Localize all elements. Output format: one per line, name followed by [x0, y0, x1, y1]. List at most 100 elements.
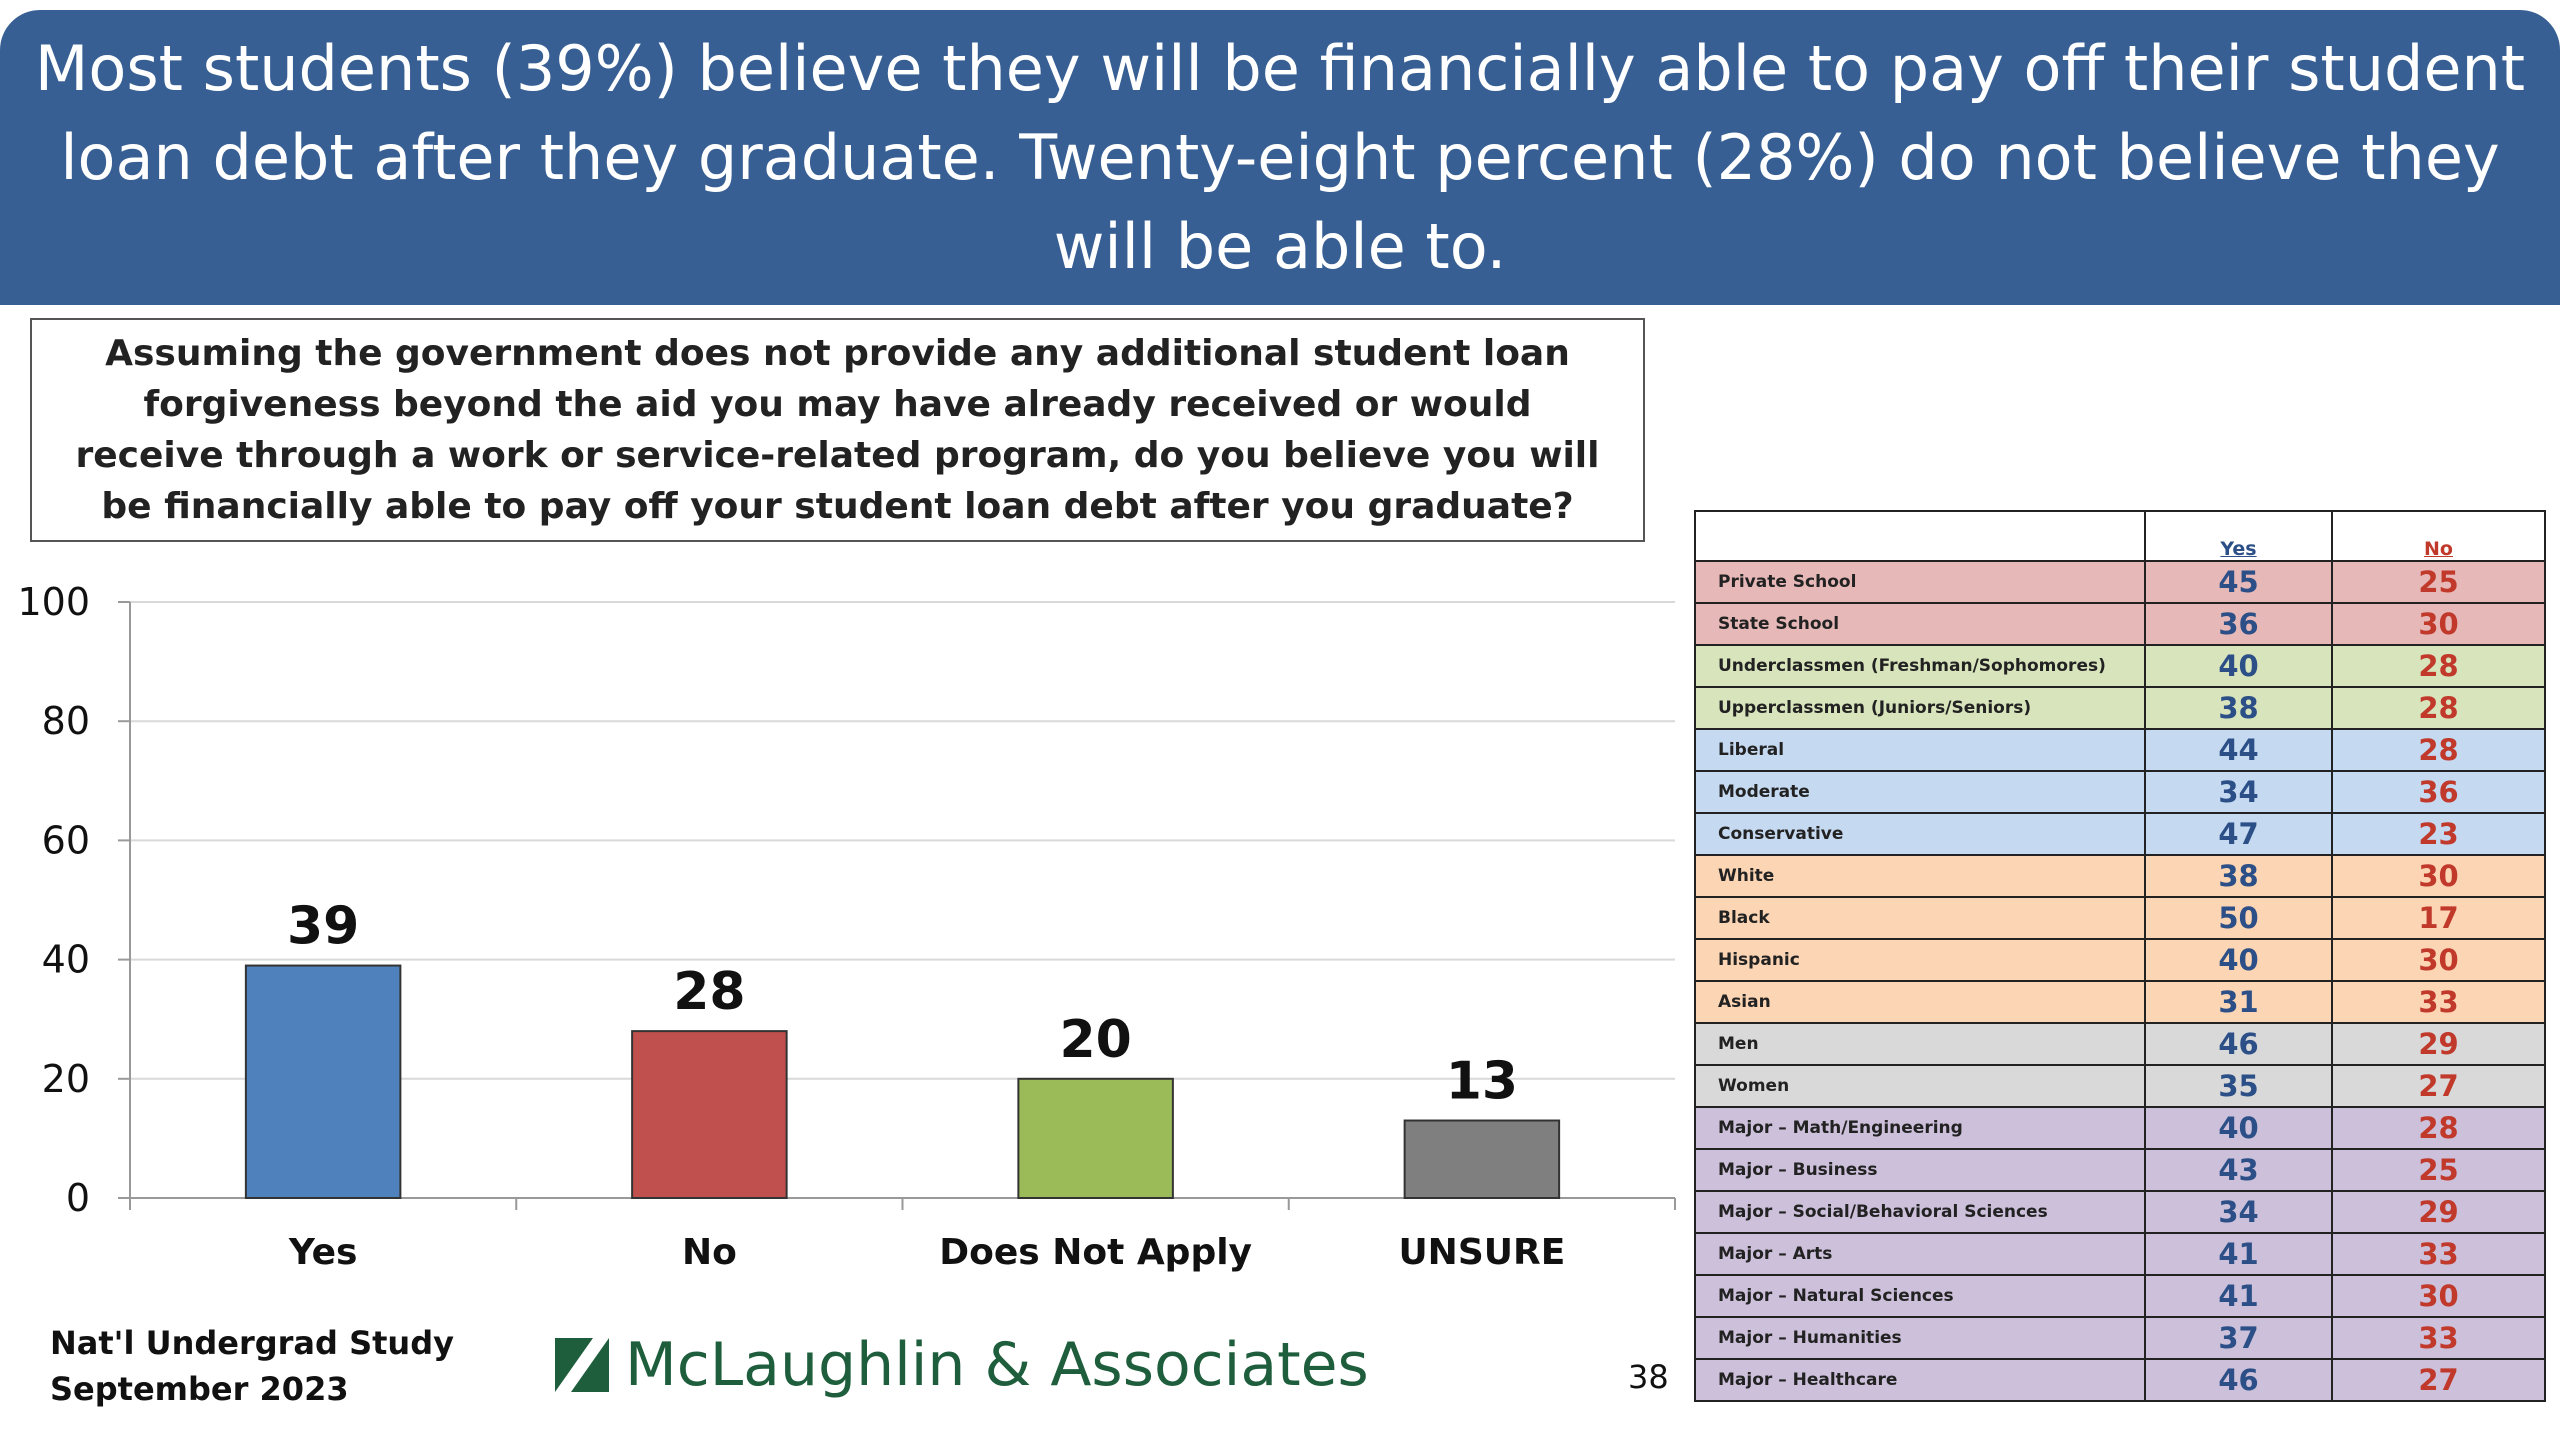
crosstab-row-label: Conservative: [1694, 812, 2146, 856]
crosstab-yes-value: 44: [2144, 728, 2333, 772]
logo-text: McLaughlin & Associates: [625, 1330, 1369, 1400]
study-date: September 2023: [50, 1370, 349, 1408]
crosstab-yes-value: 46: [2144, 1022, 2333, 1066]
crosstab-no-value: 30: [2331, 602, 2546, 646]
crosstab-row: Major – Social/Behavioral Sciences 34 29: [1694, 1190, 2546, 1234]
data-label: 39: [287, 897, 359, 957]
crosstab-row: White 38 30: [1694, 854, 2546, 898]
crosstab-row: Moderate 34 36: [1694, 770, 2546, 814]
crosstab-row-label: Underclassmen (Freshman/Sophomores): [1694, 644, 2146, 688]
crosstab-no-value: 33: [2331, 1232, 2546, 1276]
crosstab-row-label: Major – Healthcare: [1694, 1358, 2146, 1402]
crosstab-row-label: Hispanic: [1694, 938, 2146, 982]
crosstab-no-value: 29: [2331, 1022, 2546, 1066]
crosstab-row: Black 50 17: [1694, 896, 2546, 940]
page-number: 38: [1628, 1358, 1669, 1396]
crosstab-row: Major – Business 43 25: [1694, 1148, 2546, 1192]
crosstab-row-label: Liberal: [1694, 728, 2146, 772]
y-tick-label: 0: [66, 1176, 90, 1220]
crosstab-yes-value: 46: [2144, 1358, 2333, 1402]
crosstab-row-label: Asian: [1694, 980, 2146, 1024]
crosstab-row: Liberal 44 28: [1694, 728, 2546, 772]
crosstab-yes-value: 47: [2144, 812, 2333, 856]
title-banner: Most students (39%) believe they will be…: [0, 10, 2560, 305]
crosstab-yes-value: 34: [2144, 1190, 2333, 1234]
crosstab-row-label: Men: [1694, 1022, 2146, 1066]
crosstab-no-value: 33: [2331, 1316, 2546, 1360]
crosstab-row-label: Women: [1694, 1064, 2146, 1108]
crosstab-row-label: Major – Humanities: [1694, 1316, 2146, 1360]
crosstab-yes-value: 41: [2144, 1232, 2333, 1276]
crosstab-no-value: 30: [2331, 854, 2546, 898]
crosstab-yes-value: 38: [2144, 686, 2333, 730]
crosstab-no-value: 25: [2331, 560, 2546, 604]
crosstab-row: State School 36 30: [1694, 602, 2546, 646]
y-tick-label: 20: [42, 1057, 90, 1101]
crosstab-row-label: Major – Social/Behavioral Sciences: [1694, 1190, 2146, 1234]
crosstab-no-value: 29: [2331, 1190, 2546, 1234]
crosstab-yes-value: 43: [2144, 1148, 2333, 1192]
company-logo: McLaughlin & Associates: [555, 1330, 1369, 1400]
category-label: Does Not Apply: [939, 1232, 1252, 1273]
crosstab-no-value: 36: [2331, 770, 2546, 814]
crosstab-row: Women 35 27: [1694, 1064, 2546, 1108]
study-info: Nat'l Undergrad Study September 2023: [50, 1320, 454, 1412]
crosstab-yes-value: 31: [2144, 980, 2333, 1024]
crosstab-no-value: 25: [2331, 1148, 2546, 1192]
crosstab-header-row: Yes No: [1694, 510, 2546, 562]
crosstab-yes-value: 40: [2144, 1106, 2333, 1150]
bar: [631, 1030, 788, 1199]
crosstab-row: Major – Natural Sciences 41 30: [1694, 1274, 2546, 1318]
crosstab-no-value: 30: [2331, 938, 2546, 982]
crosstab-row: Asian 31 33: [1694, 980, 2546, 1024]
bar-chart: 0 20 40 60 80 100 39 Yes 28 No 20 Does Not Apply 13 U…: [17, 580, 1676, 1273]
crosstab-yes-value: 41: [2144, 1274, 2333, 1318]
logo-mark-icon: [555, 1338, 609, 1392]
crosstab-row-label: Black: [1694, 896, 2146, 940]
crosstab-no-value: 28: [2331, 644, 2546, 688]
crosstab-no-value: 28: [2331, 1106, 2546, 1150]
crosstab-row: Men 46 29: [1694, 1022, 2546, 1066]
category-label: UNSURE: [1398, 1232, 1565, 1273]
data-label: 28: [673, 962, 745, 1022]
crosstab-no-value: 27: [2331, 1358, 2546, 1402]
category-label: No: [682, 1232, 737, 1273]
crosstab-row-label: Major – Math/Engineering: [1694, 1106, 2146, 1150]
crosstab-header-no: No: [2331, 510, 2546, 562]
crosstab-row-label: Major – Arts: [1694, 1232, 2146, 1276]
question-text: Assuming the government does not provide…: [75, 333, 1600, 527]
crosstab-yes-value: 35: [2144, 1064, 2333, 1108]
crosstab-no-value: 28: [2331, 728, 2546, 772]
crosstab-row-label: Private School: [1694, 560, 2146, 604]
crosstab-no-value: 23: [2331, 812, 2546, 856]
y-tick-label: 60: [42, 818, 90, 862]
crosstab-row: Private School 45 25: [1694, 560, 2546, 604]
category-label: Yes: [288, 1232, 358, 1273]
data-label: 20: [1059, 1010, 1131, 1070]
crosstab-row: Major – Humanities 37 33: [1694, 1316, 2546, 1360]
slide-title: Most students (39%) believe they will be…: [34, 32, 2526, 283]
y-tick-label: 100: [17, 580, 90, 624]
study-name: Nat'l Undergrad Study: [50, 1324, 454, 1362]
crosstab-no-value: 17: [2331, 896, 2546, 940]
crosstab-row: Upperclassmen (Juniors/Seniors) 38 28: [1694, 686, 2546, 730]
bar: [244, 964, 402, 1199]
crosstab-row-label: Major – Natural Sciences: [1694, 1274, 2146, 1318]
crosstab-yes-value: 37: [2144, 1316, 2333, 1360]
crosstab-yes-value: 34: [2144, 770, 2333, 814]
crosstab-row: Underclassmen (Freshman/Sophomores) 40 28: [1694, 644, 2546, 688]
crosstab-row-label: Upperclassmen (Juniors/Seniors): [1694, 686, 2146, 730]
y-tick-label: 40: [42, 938, 90, 982]
crosstab-no-value: 27: [2331, 1064, 2546, 1108]
crosstab-row: Major – Healthcare 46 27: [1694, 1358, 2546, 1402]
question-box: Assuming the government does not provide…: [30, 318, 1645, 542]
crosstab-yes-value: 40: [2144, 938, 2333, 982]
crosstab-yes-value: 45: [2144, 560, 2333, 604]
crosstab-no-value: 30: [2331, 1274, 2546, 1318]
crosstab-row: Conservative 47 23: [1694, 812, 2546, 856]
crosstab-body: Private School 45 25 State School 36 30 Underc…: [1694, 560, 2546, 1402]
crosstab-row-label: State School: [1694, 602, 2146, 646]
crosstab-row-label: Major – Business: [1694, 1148, 2146, 1192]
bar: [1403, 1119, 1561, 1200]
y-tick-label: 80: [42, 699, 90, 743]
